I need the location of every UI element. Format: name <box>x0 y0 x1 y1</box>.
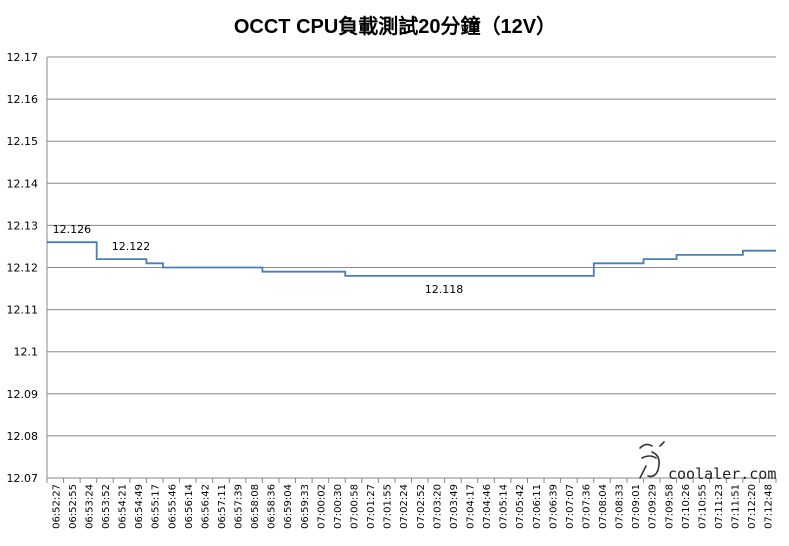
x-tick-label: 07:10:26 <box>681 484 692 529</box>
watermark-text: coolaler.com <box>668 465 776 483</box>
x-tick-label: 07:02:52 <box>416 484 427 529</box>
x-tick-label: 07:12:20 <box>747 484 758 529</box>
x-axis-tick-labels: 06:52:27 06:52:55 06:53:24 06:53:52 06:54:21… <box>46 478 777 529</box>
x-tick-label: 07:00:58 <box>350 484 361 529</box>
y-tick-label: 12.1 <box>14 346 39 359</box>
y-tick-label: 12.08 <box>7 430 39 443</box>
x-tick-label: 07:10:55 <box>697 484 708 529</box>
x-tick-label: 06:59:33 <box>300 484 311 529</box>
x-tick-label: 07:01:27 <box>366 484 377 529</box>
x-tick-label: 07:06:39 <box>548 484 559 529</box>
x-tick-label: 07:05:14 <box>499 484 510 529</box>
y-tick-label: 12.15 <box>7 135 39 148</box>
x-tick-label: 06:56:14 <box>184 484 195 529</box>
y-tick-label: 12.16 <box>7 93 39 106</box>
x-tick-label: 06:59:04 <box>283 484 294 529</box>
x-tick-label: 07:06:11 <box>532 484 543 529</box>
x-tick-label: 07:02:24 <box>399 484 410 529</box>
x-tick-label: 06:54:49 <box>134 484 145 529</box>
watermark: coolaler.com <box>639 441 776 483</box>
data-label: 12.118 <box>425 283 464 296</box>
x-tick-label: 07:01:55 <box>383 484 394 529</box>
y-tick-label: 12.17 <box>7 51 39 64</box>
y-tick-label: 12.13 <box>7 219 39 232</box>
data-label: 12.122 <box>112 240 151 253</box>
x-tick-label: 06:55:46 <box>167 484 178 529</box>
gridlines <box>46 56 776 479</box>
x-tick-label: 07:07:36 <box>581 484 592 529</box>
x-tick-label: 06:58:08 <box>250 484 261 529</box>
x-tick-label: 07:05:42 <box>515 484 526 529</box>
x-tick-label: 06:56:42 <box>200 484 211 529</box>
y-axis-tick-labels: 12.17 12.16 12.15 12.14 12.13 12.12 12.11 12.1 1… <box>7 51 39 485</box>
x-tick-label: 07:08:33 <box>615 484 626 529</box>
x-tick-label: 07:04:46 <box>482 484 493 529</box>
y-tick-label: 12.12 <box>7 262 39 275</box>
x-tick-label: 06:52:55 <box>68 484 79 529</box>
y-tick-label: 12.09 <box>7 388 39 401</box>
x-tick-label: 07:09:29 <box>648 484 659 529</box>
x-tick-label: 06:53:24 <box>84 484 95 529</box>
x-tick-label: 07:12:48 <box>764 484 775 529</box>
data-label: 12.126 <box>53 223 92 236</box>
x-tick-label: 07:09:01 <box>631 484 642 529</box>
x-tick-label: 06:55:17 <box>151 484 162 529</box>
watermark-logo <box>639 441 665 479</box>
data-labels: 12.126 12.122 12.118 <box>53 223 464 296</box>
x-tick-label: 07:00:02 <box>316 484 327 529</box>
x-tick-label: 07:11:51 <box>731 484 742 529</box>
series-line <box>47 241 776 277</box>
x-tick-label: 07:08:04 <box>598 484 609 529</box>
x-tick-label: 07:11:23 <box>714 484 725 529</box>
x-tick-label: 07:00:30 <box>333 484 344 529</box>
y-tick-label: 12.14 <box>7 177 39 190</box>
x-tick-label: 06:52:27 <box>51 484 62 529</box>
y-tick-label: 12.07 <box>7 472 39 485</box>
x-tick-label: 06:54:21 <box>118 484 129 529</box>
x-tick-label: 07:07:07 <box>565 484 576 529</box>
x-tick-label: 07:03:20 <box>432 484 443 529</box>
x-tick-label: 07:09:58 <box>664 484 675 529</box>
chart-title: OCCT CPU負載測試20分鐘（12V） <box>234 14 556 38</box>
y-tick-label: 12.11 <box>7 304 39 317</box>
x-tick-label: 06:58:36 <box>267 484 278 529</box>
x-tick-label: 07:04:17 <box>465 484 476 529</box>
x-tick-label: 07:03:49 <box>449 484 460 529</box>
x-tick-label: 06:57:39 <box>234 484 245 529</box>
series-lines <box>47 241 776 277</box>
x-tick-label: 06:53:52 <box>101 484 112 529</box>
x-tick-label: 06:57:11 <box>217 484 228 529</box>
